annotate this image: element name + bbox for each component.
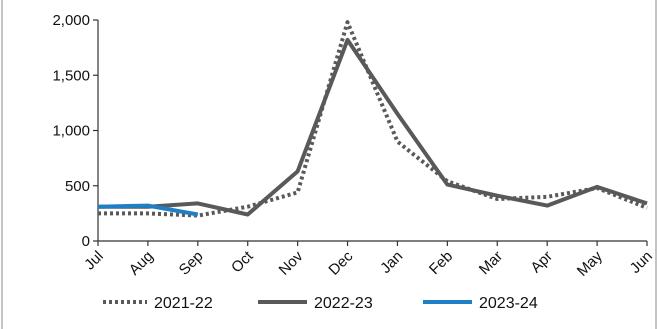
series-line-2022-23 xyxy=(98,37,648,217)
legend-item-2022-23: 2022-23 xyxy=(258,295,373,312)
x-tick-label: Jul xyxy=(81,248,107,274)
legend-label: 2023-24 xyxy=(479,295,538,312)
x-tick-label: Jan xyxy=(377,248,406,277)
y-tick-label: 2,000 xyxy=(52,12,90,29)
x-tick-label: Apr xyxy=(527,248,556,277)
x-tick-label: Mar xyxy=(476,248,506,278)
legend-item-2023-24: 2023-24 xyxy=(423,295,538,312)
x-tick-label: Dec xyxy=(325,247,356,278)
series-line-2023-24 xyxy=(97,203,199,217)
y-tick-label: 500 xyxy=(65,178,90,195)
y-tick-label: 0 xyxy=(82,233,90,250)
y-tick-label: 1,000 xyxy=(52,123,90,140)
x-tick-label: Aug xyxy=(126,248,157,279)
legend-label: 2021-22 xyxy=(154,295,213,312)
x-tick-label: Jun xyxy=(627,248,656,277)
x-tick-label: Nov xyxy=(276,247,307,278)
x-tick-label: Feb xyxy=(426,248,456,278)
legend-label: 2022-23 xyxy=(314,295,373,312)
legend: 2021-22 2022-23 2023-24 xyxy=(103,295,538,312)
x-tick-label: Oct xyxy=(228,247,257,276)
legend-item-2021-22: 2021-22 xyxy=(103,295,213,312)
y-tick-label: 1,500 xyxy=(52,67,90,84)
x-tick-label: Sep xyxy=(176,248,207,279)
series-layer xyxy=(97,20,648,218)
series-line-2021-22 xyxy=(98,20,648,218)
x-tick-label: May xyxy=(574,247,606,279)
